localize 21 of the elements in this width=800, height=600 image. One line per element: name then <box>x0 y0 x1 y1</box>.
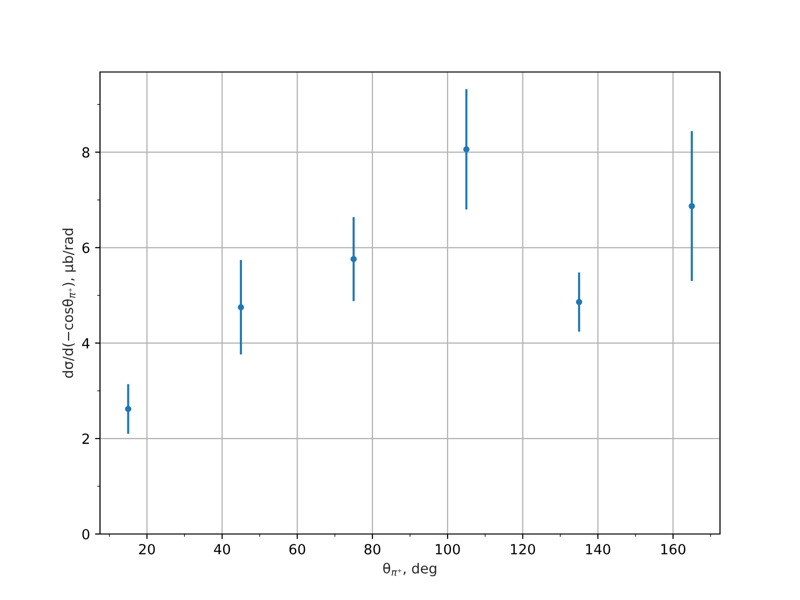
x-tick-label: 120 <box>511 544 536 554</box>
x-axis-title: θ$_{π⁺}$, deg <box>383 562 436 576</box>
point <box>125 406 132 412</box>
x-tick-label: 160 <box>661 544 686 554</box>
x-tick-label: 60 <box>289 544 306 554</box>
x-tick-label: 40 <box>214 544 230 554</box>
point <box>576 298 582 306</box>
y-tick-label: 8 <box>82 147 90 158</box>
x-tick-label: 20 <box>139 544 155 554</box>
y-axis-title: dσ/d(−cosθ$_{π⁺}$), μb/rad <box>62 228 76 378</box>
point <box>463 146 470 152</box>
point <box>238 304 244 310</box>
point <box>350 256 357 262</box>
y-tick-label: 0 <box>82 528 90 540</box>
x-tick-label: 80 <box>364 544 380 554</box>
y-tick-label: 6 <box>82 242 90 254</box>
point <box>688 202 695 210</box>
x-tick-label: 100 <box>436 544 460 554</box>
y-tick-label: 4 <box>82 338 90 348</box>
x-tick-label: 140 <box>586 544 610 554</box>
y-tick-label: 2 <box>82 434 89 444</box>
